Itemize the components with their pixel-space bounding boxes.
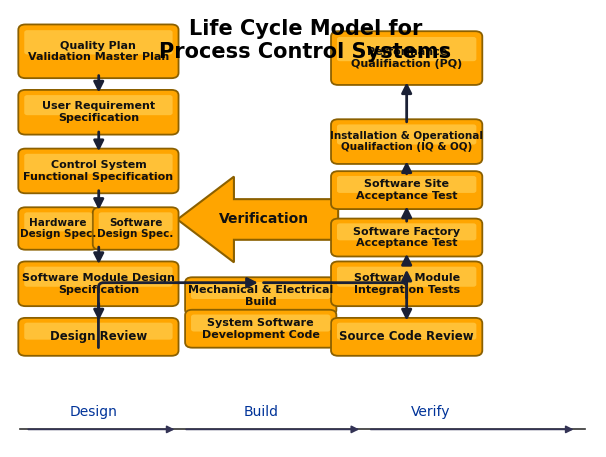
- FancyBboxPatch shape: [331, 171, 482, 209]
- Text: Quality Plan
Validation Master Plan: Quality Plan Validation Master Plan: [28, 41, 169, 62]
- FancyBboxPatch shape: [191, 282, 330, 299]
- Text: Design: Design: [70, 405, 118, 420]
- FancyBboxPatch shape: [331, 31, 482, 85]
- Text: Build: Build: [243, 405, 278, 420]
- Text: Installation & Operational
Qualifaction (IQ & OQ): Installation & Operational Qualifaction …: [330, 131, 483, 152]
- Text: User Requirement
Specification: User Requirement Specification: [42, 101, 155, 123]
- FancyBboxPatch shape: [24, 30, 173, 54]
- FancyBboxPatch shape: [337, 124, 476, 144]
- Text: Software
Design Spec.: Software Design Spec.: [98, 218, 174, 239]
- FancyBboxPatch shape: [331, 119, 482, 164]
- Text: Performance
Qualifiaction (PQ): Performance Qualifiaction (PQ): [351, 47, 462, 69]
- FancyBboxPatch shape: [24, 213, 92, 231]
- Text: System Software
Development Code: System Software Development Code: [202, 318, 320, 340]
- FancyBboxPatch shape: [337, 266, 476, 287]
- Text: Verification: Verification: [219, 213, 309, 227]
- FancyBboxPatch shape: [18, 149, 179, 193]
- FancyBboxPatch shape: [24, 266, 173, 287]
- FancyBboxPatch shape: [24, 95, 173, 115]
- FancyBboxPatch shape: [337, 323, 476, 340]
- Text: Life Cycle Model for
Process Control Systems: Life Cycle Model for Process Control Sys…: [159, 19, 451, 62]
- FancyBboxPatch shape: [24, 323, 173, 340]
- Text: Design Review: Design Review: [50, 330, 147, 343]
- Text: Source Code Review: Source Code Review: [339, 330, 474, 343]
- FancyBboxPatch shape: [18, 90, 179, 135]
- FancyBboxPatch shape: [18, 318, 179, 356]
- Text: Control System
Functional Specification: Control System Functional Specification: [24, 160, 173, 182]
- FancyBboxPatch shape: [337, 176, 476, 193]
- FancyBboxPatch shape: [337, 223, 476, 240]
- FancyBboxPatch shape: [331, 261, 482, 306]
- FancyBboxPatch shape: [18, 261, 179, 306]
- FancyBboxPatch shape: [99, 213, 173, 231]
- FancyBboxPatch shape: [337, 37, 476, 61]
- Text: Software Module Design
Specification: Software Module Design Specification: [22, 273, 175, 295]
- FancyBboxPatch shape: [331, 318, 482, 356]
- FancyBboxPatch shape: [331, 218, 482, 256]
- FancyBboxPatch shape: [185, 277, 336, 315]
- Text: Software Site
Acceptance Test: Software Site Acceptance Test: [356, 179, 458, 201]
- Text: Mechanical & Electrical
Build: Mechanical & Electrical Build: [188, 286, 333, 307]
- Text: Hardware
Design Spec.: Hardware Design Spec.: [20, 218, 96, 239]
- FancyBboxPatch shape: [93, 207, 179, 250]
- FancyBboxPatch shape: [24, 154, 173, 174]
- Text: Verify: Verify: [411, 405, 450, 420]
- Text: Software Module
Integration Tests: Software Module Integration Tests: [354, 273, 460, 295]
- FancyBboxPatch shape: [18, 207, 98, 250]
- FancyBboxPatch shape: [18, 24, 179, 78]
- FancyBboxPatch shape: [185, 310, 336, 348]
- Text: Software Factory
Acceptance Test: Software Factory Acceptance Test: [353, 227, 460, 248]
- FancyBboxPatch shape: [191, 314, 330, 331]
- Polygon shape: [178, 176, 338, 262]
